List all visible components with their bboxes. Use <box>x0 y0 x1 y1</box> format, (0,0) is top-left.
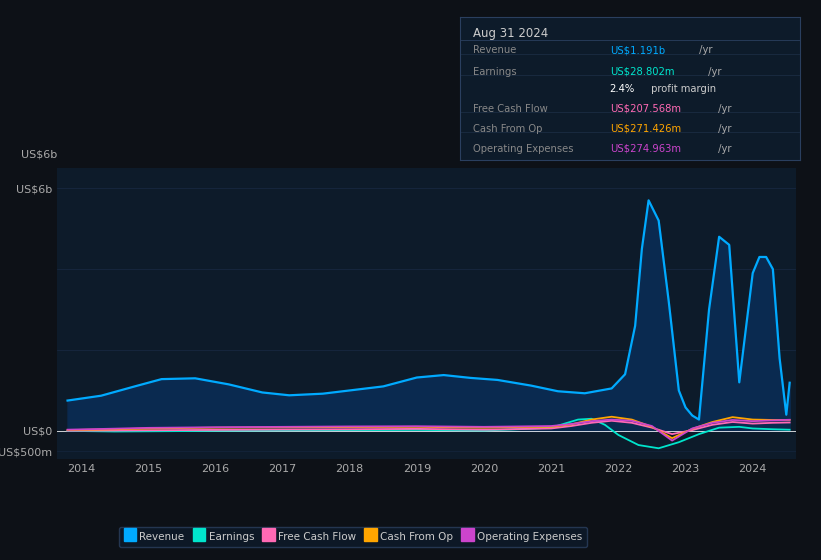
Text: US$274.963m: US$274.963m <box>610 144 681 154</box>
Text: /yr: /yr <box>705 67 722 77</box>
Text: Cash From Op: Cash From Op <box>474 124 543 134</box>
Text: /yr: /yr <box>714 144 732 154</box>
Text: US$1.191b: US$1.191b <box>610 45 665 55</box>
Text: Revenue: Revenue <box>474 45 516 55</box>
Text: /yr: /yr <box>714 104 732 114</box>
Text: Earnings: Earnings <box>474 67 517 77</box>
Text: US$28.802m: US$28.802m <box>610 67 674 77</box>
Text: US$6b: US$6b <box>21 150 57 160</box>
Text: US$271.426m: US$271.426m <box>610 124 681 134</box>
Text: /yr: /yr <box>695 45 712 55</box>
Text: Free Cash Flow: Free Cash Flow <box>474 104 548 114</box>
Text: Operating Expenses: Operating Expenses <box>474 144 574 154</box>
Text: profit margin: profit margin <box>648 84 716 94</box>
Text: US$207.568m: US$207.568m <box>610 104 681 114</box>
Legend: Revenue, Earnings, Free Cash Flow, Cash From Op, Operating Expenses: Revenue, Earnings, Free Cash Flow, Cash … <box>118 527 588 547</box>
Text: /yr: /yr <box>714 124 732 134</box>
Text: 2.4%: 2.4% <box>610 84 635 94</box>
Text: Aug 31 2024: Aug 31 2024 <box>474 27 548 40</box>
